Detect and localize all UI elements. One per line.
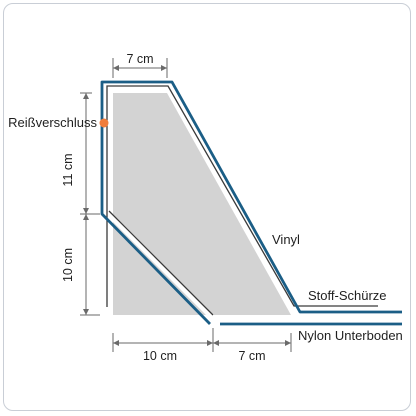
dim-upper-height: 11 cm [61,153,75,186]
dim-lower-height: 10 cm [61,248,75,282]
label-nylon-floor: Nylon Unterboden [298,328,403,343]
upper-panel-fill [113,93,291,315]
dim-bottom-left-width: 10 cm [143,349,177,363]
vinyl-outline [100,80,402,325]
label-vinyl: Vinyl [272,232,300,247]
lower-panel-fill [113,222,206,315]
inner-outline [106,85,378,307]
dimension-bottom [112,328,292,352]
dim-bottom-right-width: 7 cm [238,349,265,363]
dim-top-width: 7 cm [126,52,153,66]
inner-diagonal [108,210,214,316]
label-fabric-skirt: Stoff-Schürze [308,288,387,303]
dimension-left [80,92,100,316]
dimension-top [112,58,168,78]
label-zipper: Reißverschluss [8,115,97,130]
zipper-dot [99,118,109,128]
